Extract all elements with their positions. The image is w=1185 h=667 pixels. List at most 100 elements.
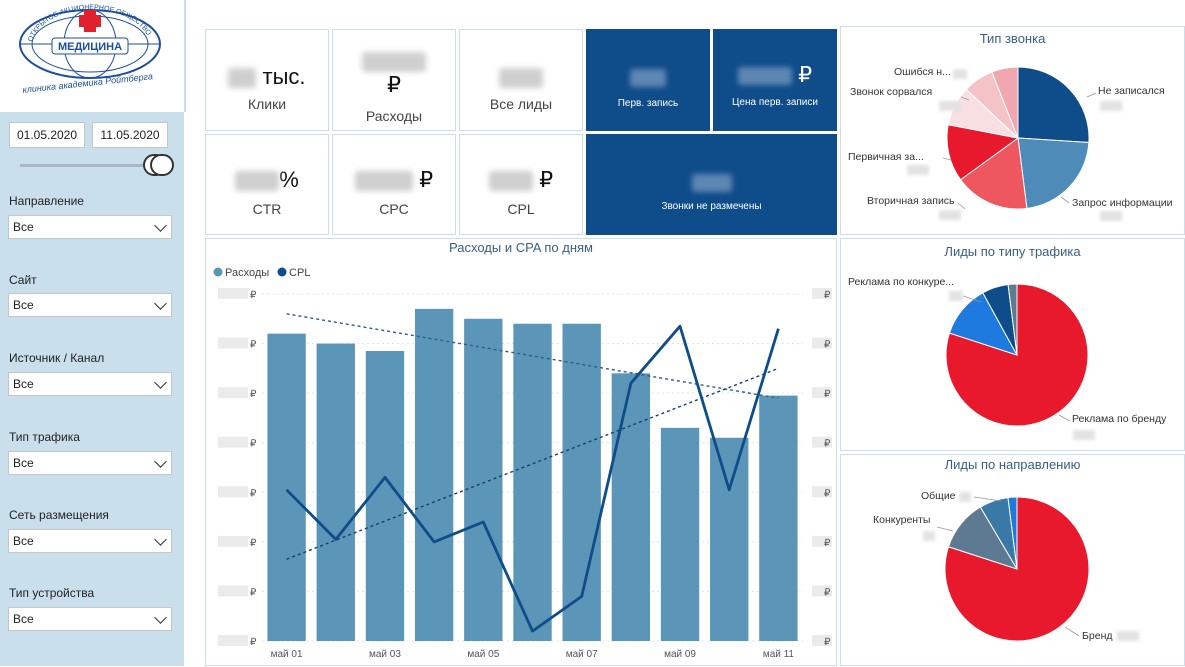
filter-label-traffic-type: Тип трафика — [9, 430, 80, 444]
filter-sidebar: ОТКРЫТОЕ АКЦИОНЕРНОЕ ОБЩЕСТВО МЕДИЦИНА к… — [0, 0, 186, 666]
select-value: Все — [13, 298, 34, 312]
kpi-cpc[interactable]: ₽ CPC — [332, 134, 456, 235]
y-tick-label-left: ₽ — [250, 538, 257, 549]
redacted-value — [949, 291, 963, 301]
filter-traffic-type-select[interactable]: Все — [8, 451, 172, 475]
leader-line — [973, 496, 1002, 502]
kpi-first-record-price-label: Цена перв. записи — [732, 97, 818, 108]
date-from-input[interactable]: 01.05.2020 — [9, 122, 85, 148]
bar-costs[interactable] — [414, 308, 454, 641]
series-line-cpl[interactable] — [285, 324, 780, 633]
trend-line-cpl — [286, 367, 779, 560]
redacted-tick — [218, 635, 248, 646]
kpi-first-record-price[interactable]: ₽ Цена перв. записи — [713, 29, 837, 131]
kpi-leads[interactable]: Все лиды — [459, 29, 583, 131]
range-slider-handle[interactable] — [150, 154, 174, 176]
call-type-pie — [942, 66, 1097, 210]
pie-slice[interactable] — [991, 66, 1019, 139]
kpi-cpl-unit: ₽ — [539, 167, 554, 192]
redacted-tick — [218, 436, 248, 448]
y-tick-label-left: ₽ — [250, 439, 257, 450]
redacted-value — [228, 68, 257, 89]
pie-slice[interactable] — [946, 124, 1020, 181]
redacted-tick — [812, 535, 832, 547]
redacted-tick — [812, 337, 832, 349]
legend-costs: Расходы — [225, 267, 269, 279]
kpi-cpl[interactable]: ₽ CPL — [459, 134, 583, 235]
date-range-slider[interactable] — [20, 164, 160, 167]
chevron-down-icon — [154, 297, 167, 310]
kpi-unmarked-calls[interactable]: Звонки не размечены — [586, 134, 837, 235]
y-tick-label-right: ₽ — [824, 439, 831, 450]
kpi-costs-label: Расходы — [365, 108, 423, 124]
y-tick-label-left: ₽ — [250, 389, 257, 400]
x-tick-label: май 07 — [566, 649, 598, 660]
bar-costs[interactable] — [611, 373, 651, 641]
logo-emblem: ОТКРЫТОЕ АКЦИОНЕРНОЕ ОБЩЕСТВО МЕДИЦИНА к… — [19, 4, 161, 95]
bar-costs[interactable] — [513, 323, 552, 641]
filter-site-select[interactable]: Все — [8, 293, 172, 317]
kpi-clicks[interactable]: тыс. Клики — [205, 29, 329, 131]
redacted-tick — [812, 288, 832, 299]
bar-costs[interactable] — [267, 333, 306, 641]
kpi-leads-label: Все лиды — [489, 96, 553, 112]
leader-line — [957, 202, 966, 210]
pie-slice[interactable] — [944, 496, 1090, 642]
pie-slice[interactable] — [1007, 283, 1018, 356]
leader-line — [1086, 92, 1097, 98]
kpi-first-record-label: Перв. запись — [617, 98, 679, 109]
filter-direction-select[interactable]: Все — [8, 215, 172, 239]
leader-line — [1060, 196, 1070, 204]
chevron-down-icon — [154, 219, 167, 232]
call-type-pie-panel: Тип звонка Не записался Запрос информаци… — [840, 26, 1185, 235]
bar-costs[interactable] — [660, 427, 700, 641]
pie-label: Первичная за... — [848, 151, 924, 163]
filter-device-select[interactable]: Все — [8, 607, 172, 631]
y-tick-label-right: ₽ — [824, 488, 831, 499]
bar-costs[interactable] — [759, 395, 798, 641]
y-tick-label-right: ₽ — [824, 538, 831, 549]
pie-slice[interactable] — [1007, 496, 1018, 570]
direction-pie-panel: Лиды по направлению Общие Конкуренты Бре… — [840, 454, 1185, 666]
redacted-tick — [812, 387, 832, 399]
redacted-value — [1100, 211, 1122, 221]
leader-line — [1058, 414, 1071, 422]
bar-costs[interactable] — [464, 318, 503, 641]
x-tick-label: май 11 — [763, 649, 795, 660]
costs-cpa-chart-panel: Расходы и CPA по дням Расходы CPL ₽ ₽ ₽ ₽ ₽ ₽… — [205, 238, 837, 666]
filter-network-select[interactable]: Все — [8, 529, 172, 553]
redacted-tick — [812, 486, 832, 498]
redacted-value — [959, 492, 971, 502]
pie-slice[interactable] — [1017, 66, 1090, 143]
redacted-tick — [812, 585, 832, 597]
kpi-costs[interactable]: ₽ Расходы — [332, 29, 456, 131]
pie-slice[interactable] — [959, 137, 1028, 210]
pie-label: Вторичная запись — [867, 195, 955, 207]
redacted-value — [737, 67, 792, 86]
kpi-ctr-label: CTR — [252, 201, 282, 217]
pie-label: Запрос информации — [1072, 197, 1173, 209]
pie-label: Реклама по бренду — [1072, 413, 1167, 425]
leader-line — [1064, 626, 1080, 637]
call-type-pie-title: Тип звонка — [979, 31, 1046, 46]
bar-costs[interactable] — [562, 323, 601, 641]
select-value: Все — [13, 377, 34, 391]
pie-slice[interactable] — [1017, 137, 1090, 209]
select-value: Все — [13, 612, 34, 626]
legend-cpl: CPL — [289, 267, 310, 279]
traffic-type-pie-panel: Лиды по типу трафика Реклама по конкуре.… — [840, 238, 1185, 451]
bar-costs[interactable] — [316, 343, 355, 641]
filter-source-select[interactable]: Все — [8, 372, 172, 396]
kpi-first-record[interactable]: Перв. запись — [586, 29, 710, 131]
chevron-down-icon — [154, 611, 167, 624]
date-to-input[interactable]: 11.05.2020 — [92, 122, 168, 148]
chevron-down-icon — [154, 376, 167, 389]
redacted-value — [630, 69, 666, 88]
direction-pie-title: Лиды по направлению — [944, 457, 1081, 472]
y-tick-label-left: ₽ — [250, 340, 257, 351]
kpi-ctr[interactable]: % CTR — [205, 134, 329, 235]
redacted-value — [939, 210, 961, 220]
bar-costs[interactable] — [710, 437, 749, 641]
redacted-tick — [812, 635, 832, 646]
x-tick-label: май 09 — [664, 649, 696, 660]
